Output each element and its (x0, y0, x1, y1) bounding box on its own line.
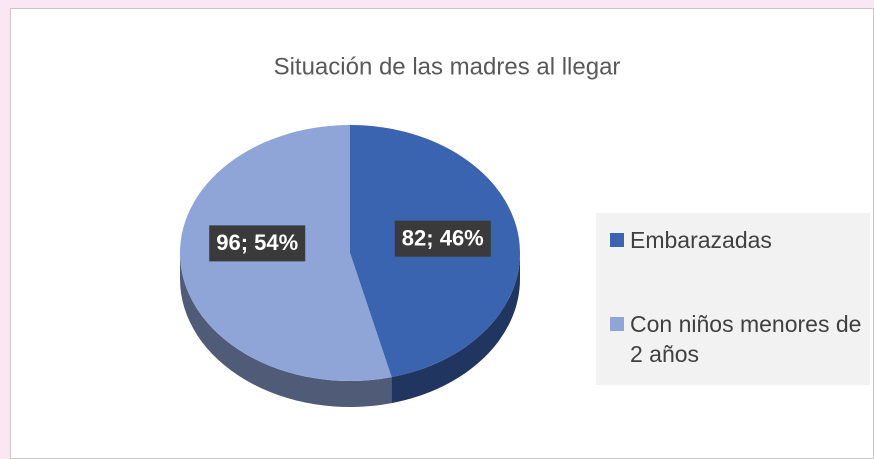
data-label: 82; 46% (394, 220, 491, 257)
pie-side (180, 253, 392, 407)
legend-swatch (610, 233, 624, 247)
data-label-text: 96; 54% (216, 230, 298, 255)
pie-side (391, 253, 520, 404)
legend-label: Con niños menores de 2 años (630, 311, 862, 367)
legend: Embarazadas Con niños menores de 2 años (596, 213, 870, 385)
data-label-text: 82; 46% (402, 225, 484, 250)
legend-label: Embarazadas (630, 227, 772, 253)
legend-entry: Con niños menores de 2 años (610, 309, 870, 369)
chart-title: Situación de las madres al llegar (274, 53, 621, 80)
data-label-box (209, 225, 306, 262)
legend-entry: Embarazadas (610, 225, 870, 255)
data-label: 96; 54% (209, 225, 306, 262)
data-label-box (394, 220, 491, 257)
legend-swatch (610, 317, 624, 331)
